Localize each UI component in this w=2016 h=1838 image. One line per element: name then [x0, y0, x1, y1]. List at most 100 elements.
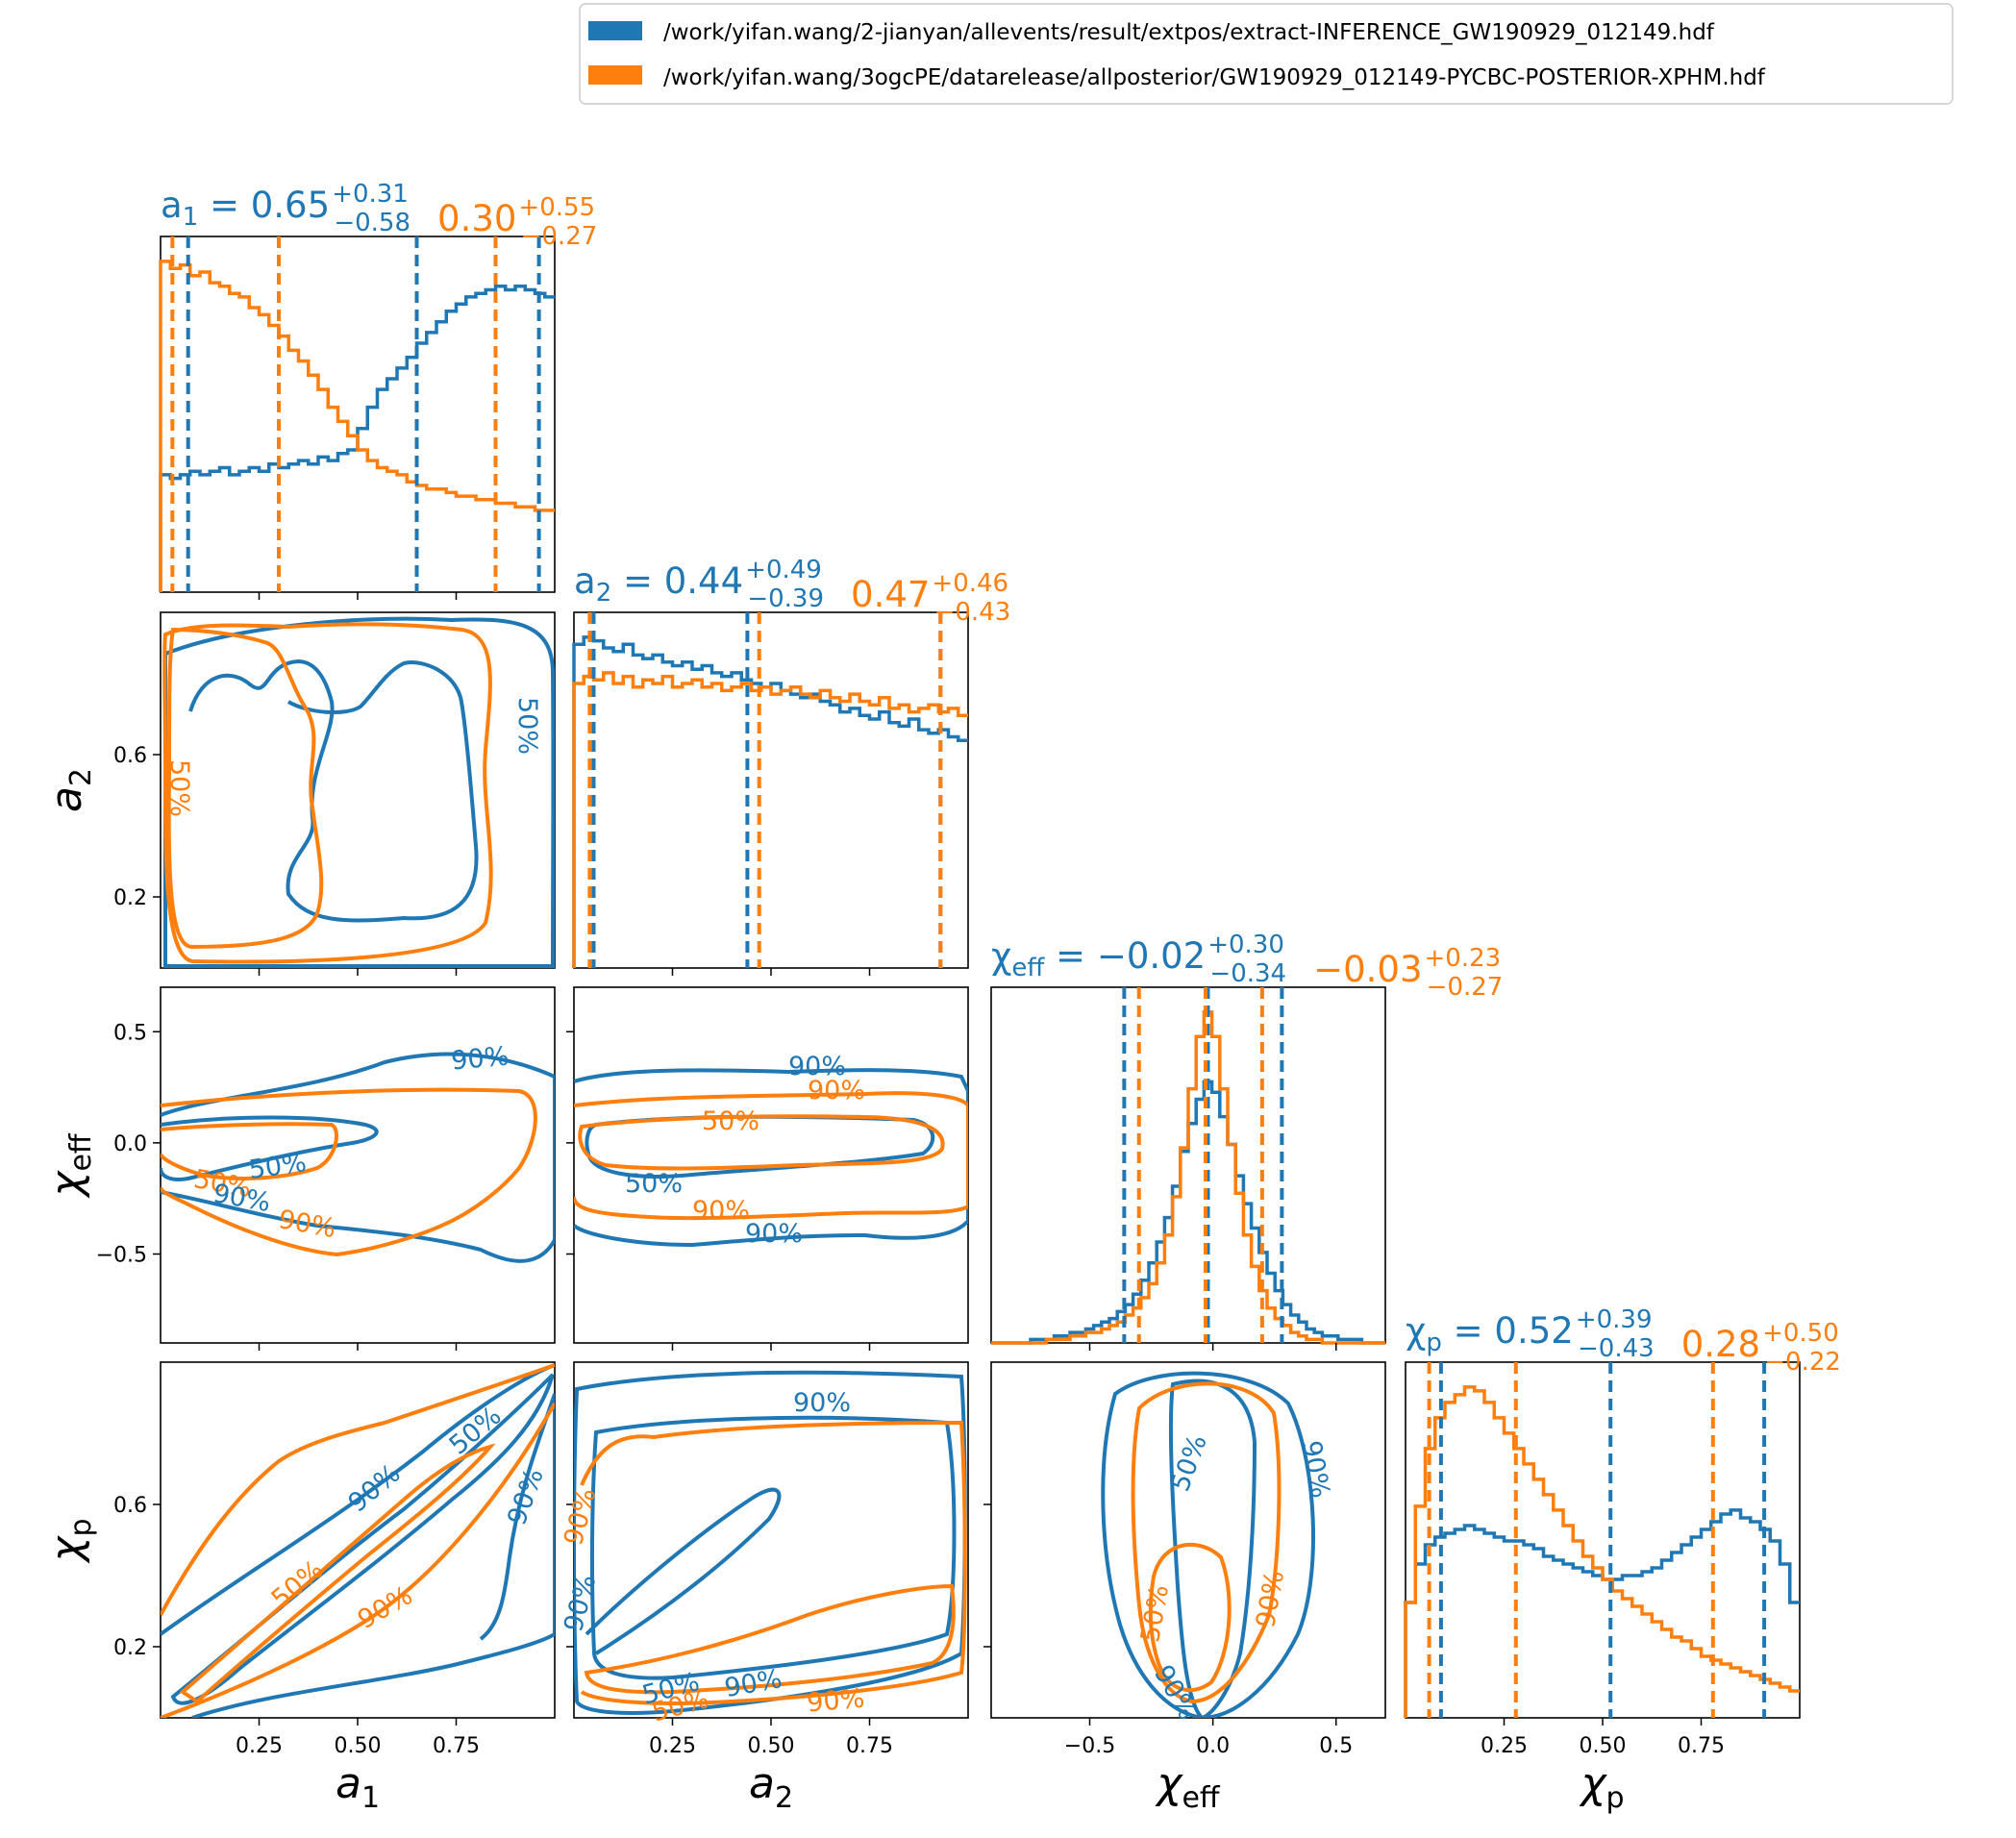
legend-entry-orange: /work/yifan.wang/3ogcPE/datarelease/allp… [663, 65, 1766, 90]
legend-swatch-orange [588, 65, 642, 85]
panel-a1-a2 [160, 611, 556, 969]
contour-orange-50-a2-chieff [578, 1114, 945, 1171]
contour-orange-90-a1-a2 [162, 622, 493, 964]
contour-blue-90-a2-chieff [574, 1068, 968, 1248]
panel-hist-a2 [573, 611, 969, 969]
contour-label-19: 90% [559, 1485, 602, 1549]
y-tick-label-chi_eff-0: −0.5 [96, 1244, 147, 1268]
x-tick-label-a2-1: 0.50 [748, 1734, 795, 1758]
contour-orange-90-a2-chieff [574, 1091, 968, 1221]
contour-label-14: 90% [343, 1458, 407, 1518]
x-tick-label-a1-1: 0.50 [335, 1734, 382, 1758]
y-tick-label-chi_eff-1: 0.0 [113, 1132, 147, 1156]
histogram-layer [159, 260, 1800, 1718]
x-axis-label-a1: a1 [336, 1759, 380, 1815]
x-tick-label-a1-0: 0.25 [236, 1734, 283, 1758]
contour-blue-50-a1-chieff [161, 1115, 379, 1181]
contour-orange-50-a1-a2 [166, 627, 324, 950]
contour-orange-90-a2-chip [580, 1420, 967, 1705]
contour-orange-50-a2-chip [584, 1583, 956, 1695]
x-tick-label-a2-0: 0.25 [649, 1734, 696, 1758]
x-tick-label-chi_eff-2: 0.5 [1319, 1734, 1353, 1758]
contour-label-8: 90% [808, 1076, 865, 1105]
histogram-chi_eff-series-0 [991, 1080, 1385, 1345]
y-axis-label-a2: a2 [42, 768, 98, 812]
contour-blue-90-a1-chieff [161, 1052, 555, 1263]
contour-label-18: 90% [793, 1388, 851, 1418]
histogram-chi_eff-series-1 [991, 1010, 1385, 1345]
contour-label-12: 90% [745, 1219, 803, 1249]
contours-a2-chip [574, 1370, 967, 1715]
y-tick-label-chi_eff-2: 0.5 [113, 1021, 147, 1045]
histogram-a2-series-1 [572, 671, 968, 968]
contour-label-27: 50% [1135, 1582, 1175, 1644]
histogram-a1-series-1 [159, 260, 555, 592]
legend: /work/yifan.wang/2-jianyan/allevents/res… [579, 3, 1954, 105]
legend-entry-blue: /work/yifan.wang/2-jianyan/allevents/res… [663, 20, 1715, 45]
contour-blue-90-a1-a2 [163, 616, 555, 968]
panel-hist-chip [1405, 1361, 1801, 1719]
panel-title-a1: a1 = 0.65+0.31 −0.58 0.30+0.55 −0.27 [161, 180, 597, 251]
y-tick-label-chi_p-1: 0.6 [113, 1494, 147, 1518]
panel-title-chi_eff: χeff = −0.02+0.30 −0.34 −0.03+0.23 −0.27 [991, 931, 1503, 1002]
x-tick-label-a2-2: 0.75 [846, 1734, 893, 1758]
y-axis-label-chi_p: χp [42, 1518, 98, 1563]
contour-orange-90b-a1-chip [161, 1403, 555, 1718]
contour-label-26: 90% [1296, 1438, 1335, 1500]
y-tick-label-chi_p-0: 0.2 [113, 1636, 147, 1660]
x-axis-label-a2: a2 [749, 1759, 793, 1815]
legend-swatch-blue [588, 21, 642, 40]
histogram-chi_p-series-0 [1404, 1508, 1800, 1718]
quantile-lines-layer [170, 236, 1767, 1718]
contour-label-11: 90% [692, 1196, 750, 1226]
contours-a1-a2 [162, 616, 555, 968]
contour-orange-50-chieff-chip [1148, 1543, 1232, 1693]
y-tick-label-a2-0: 0.2 [113, 886, 147, 910]
contour-blue-90-chieff-chip [1101, 1371, 1316, 1718]
panel-title-chi_p: χp = 0.52+0.39 −0.43 0.28+0.50 −0.22 [1406, 1305, 1841, 1377]
contour-label-10: 50% [625, 1169, 683, 1199]
panel-hist-chieff [990, 986, 1386, 1344]
x-tick-label-a1-2: 0.75 [433, 1734, 480, 1758]
contour-blue-50-a1-chip [170, 1373, 555, 1705]
contour-blue-inner-a2-chip [585, 1487, 782, 1655]
contour-label-6: 90% [276, 1205, 337, 1244]
label-layer: a1 a2 χeff χp a2 χeff χp a1 = 0.65+0.31 −0.58 0.3… [42, 180, 1841, 1815]
histogram-chi_p-series-1 [1404, 1385, 1800, 1718]
legend-frame [579, 3, 1954, 105]
contour-orange-90-a1-chip [161, 1363, 555, 1616]
contour-blue-90-a2-chip [574, 1370, 967, 1715]
panel-a1-chieff [160, 986, 556, 1344]
panel-chieff-chip [990, 1361, 1386, 1719]
x-tick-label-chi_eff-1: 0.0 [1196, 1734, 1230, 1758]
x-tick-label-chi_p-0: 0.25 [1481, 1734, 1528, 1758]
contour-blue-50-chieff-chip [1168, 1378, 1257, 1718]
contour-label-28: 90% [1251, 1568, 1290, 1629]
contours-chieff-chip [1101, 1371, 1316, 1718]
contour-orange-50-a1-chieff [161, 1122, 338, 1180]
contour-label-24: 90% [806, 1683, 865, 1718]
contour-orange-90-a1-chieff [161, 1087, 537, 1257]
contour-blue-90-a1-chip [161, 1363, 555, 1636]
contours-a1-chip [161, 1363, 555, 1718]
contour-blue-50-a2-chip [589, 1415, 957, 1680]
panel-title-a2: a2 = 0.44+0.49 −0.39 0.47+0.46 −0.43 [574, 556, 1010, 627]
x-axis-label-chi_eff: χeff [1155, 1759, 1221, 1815]
contour-label-5: 90% [211, 1179, 272, 1218]
x-axis-label-chi_p: χp [1579, 1759, 1624, 1815]
contours-a2-chieff [574, 1068, 968, 1248]
contour-orange-90-chieff-chip [1131, 1381, 1282, 1704]
contour-label-0: 50% [512, 697, 542, 755]
y-tick-label-a2-1: 0.6 [113, 744, 147, 768]
contour-blue-50-a1-a2 [188, 658, 479, 923]
contour-orange-50-a1-chip [179, 1443, 496, 1704]
y-axis-label-chi_eff: χeff [42, 1132, 98, 1199]
contour-label-3: 50% [247, 1148, 309, 1185]
contour-label-7: 90% [788, 1052, 846, 1081]
tick-layer: 0.25 0.50 0.75 0.25 0.50 0.75 −0.5 0.0 0.5 0.25 0.… [96, 592, 1725, 1758]
x-tick-label-chi_p-2: 0.75 [1678, 1734, 1725, 1758]
contour-label-1: 50% [164, 759, 194, 817]
contour-blue-90b-a1-chip [191, 1393, 555, 1718]
contour-label-2: 90% [450, 1041, 510, 1076]
